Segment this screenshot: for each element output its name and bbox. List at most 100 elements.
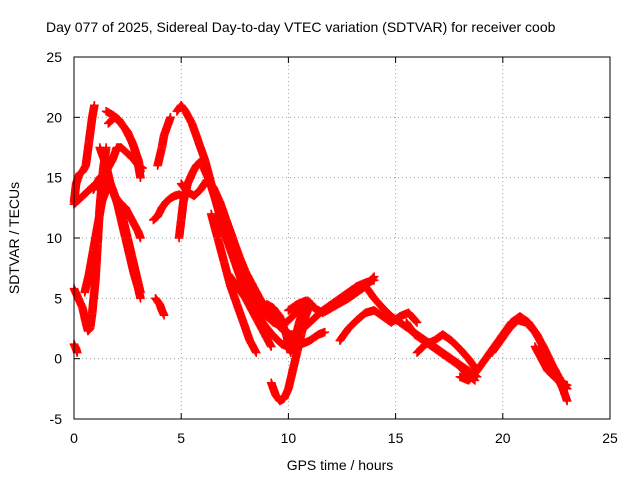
data-point-run xyxy=(259,319,273,334)
data-point-run xyxy=(302,297,318,312)
y-tick-label: 10 xyxy=(46,230,62,246)
x-tick-label: 15 xyxy=(388,430,404,446)
y-tick-label: 15 xyxy=(46,170,62,186)
data-point-run xyxy=(283,313,296,326)
data-point-run xyxy=(497,325,513,344)
data-point-run xyxy=(224,271,241,290)
data-point-run xyxy=(353,309,369,324)
data-point-run xyxy=(224,235,239,259)
series-trace-11 xyxy=(151,294,169,320)
data-point-run xyxy=(456,345,472,362)
data-point xyxy=(562,380,572,390)
data-point-run xyxy=(177,102,189,115)
data-point-run xyxy=(371,307,386,320)
data-points xyxy=(69,100,572,406)
y-tick-labels: -5 0 5 10 15 20 25 xyxy=(46,49,62,427)
data-point-run xyxy=(362,283,378,302)
data-point xyxy=(166,113,175,122)
data-point-run xyxy=(70,194,84,208)
data-point xyxy=(412,318,422,327)
data-point-run xyxy=(402,319,419,338)
series-trace-27 xyxy=(487,315,572,394)
series-trace-1 xyxy=(69,339,82,357)
data-point-run xyxy=(270,304,284,320)
data-point-run xyxy=(88,277,100,316)
data-point-run xyxy=(437,349,453,363)
data-point xyxy=(136,288,145,297)
data-point-run xyxy=(289,304,303,320)
data-point-run xyxy=(76,168,86,178)
data-point-run xyxy=(158,307,168,319)
plot-frame xyxy=(73,56,611,420)
series-trace-7 xyxy=(95,143,145,243)
data-point-run xyxy=(336,325,352,344)
series-trace-9 xyxy=(104,113,145,182)
data-point-run xyxy=(439,331,455,344)
series-trace-22 xyxy=(335,306,422,345)
data-point xyxy=(136,233,145,243)
data-point-run xyxy=(235,253,250,275)
data-point xyxy=(320,327,330,337)
data-point-run xyxy=(276,394,288,405)
data-point-run xyxy=(86,310,97,332)
data-point-run xyxy=(539,343,556,368)
data-point-run xyxy=(531,329,548,350)
series-trace-20 xyxy=(266,300,315,406)
data-point-run xyxy=(448,337,464,353)
data-point-run xyxy=(233,283,249,302)
y-tick-label: 5 xyxy=(54,290,62,306)
data-point xyxy=(159,310,169,320)
data-point-run xyxy=(413,340,429,356)
data-point-run xyxy=(411,331,427,344)
data-point-run xyxy=(77,188,91,202)
y-tick-label: 25 xyxy=(46,49,62,65)
y-tick-label: 0 xyxy=(54,351,62,367)
data-point-run xyxy=(276,313,291,338)
data-point-run xyxy=(454,361,470,377)
data-point-run xyxy=(123,128,138,151)
data-point-run xyxy=(190,186,204,200)
data-point-run xyxy=(272,334,286,348)
data-point-run xyxy=(150,212,161,224)
data-point-run xyxy=(205,177,220,203)
data-point-run xyxy=(111,192,123,205)
chart-title: Day 077 of 2025, Sidereal Day-to-day VTE… xyxy=(46,19,556,35)
series-trace-17 xyxy=(206,209,261,357)
data-point-run xyxy=(370,295,387,312)
data-point-run xyxy=(163,194,174,206)
series-trace-12 xyxy=(153,113,175,170)
data-point-run xyxy=(345,288,361,302)
data-point-run xyxy=(167,192,178,202)
x-tick-labels: 0 5 10 15 20 25 xyxy=(70,430,618,446)
data-point-run xyxy=(429,343,444,357)
x-tick-label: 10 xyxy=(281,430,297,446)
data-point-run xyxy=(177,180,191,196)
y-axis-label: SDTVAR / TECUs xyxy=(6,182,22,294)
series-trace-5 xyxy=(80,179,145,297)
data-point-run xyxy=(226,283,241,308)
data-point-run xyxy=(207,211,222,241)
data-point-run xyxy=(379,304,395,320)
x-tick-label: 0 xyxy=(70,430,78,446)
data-point-run xyxy=(336,288,352,302)
data-point-run xyxy=(211,196,226,223)
data-point-run xyxy=(388,313,403,326)
data-point-run xyxy=(193,156,206,169)
x-tick-label: 20 xyxy=(495,430,511,446)
data-point xyxy=(266,342,276,351)
data-point-run xyxy=(84,325,94,335)
data-point xyxy=(72,348,82,357)
data-point-run xyxy=(265,327,279,342)
data-point-run xyxy=(174,217,186,241)
y-tick-label: 20 xyxy=(46,109,62,125)
data-point xyxy=(369,272,379,281)
data-point-run xyxy=(306,313,320,326)
data-point-run xyxy=(239,319,254,344)
x-axis-label: GPS time / hours xyxy=(287,457,394,473)
data-point xyxy=(562,396,572,406)
data-point-run xyxy=(158,198,170,211)
series-trace-28 xyxy=(530,342,572,390)
data-point-run xyxy=(152,295,164,308)
data-point-run xyxy=(231,253,245,278)
